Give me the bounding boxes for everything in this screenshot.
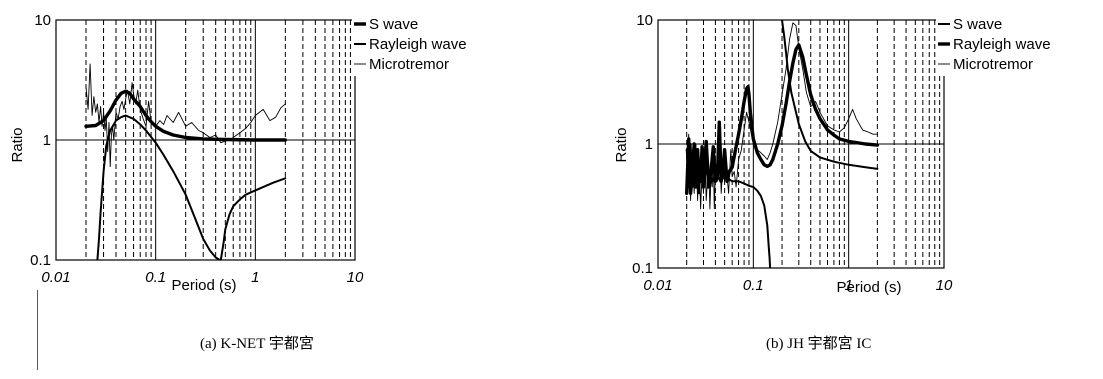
chart-a-x-tick-label: 1 bbox=[251, 269, 259, 286]
chart-b-y-tick-label: 1 bbox=[645, 136, 653, 153]
figure-caption-a: (a) K-NET 宇都宮 bbox=[200, 336, 314, 352]
chart-a-series-s-wave bbox=[84, 89, 287, 142]
chart-b-legend-box bbox=[936, 10, 1086, 76]
chart-b-plot-border bbox=[657, 19, 945, 269]
chart-b-x-tick-label: 0.1 bbox=[743, 277, 764, 294]
chart-a-legend-item: Microtremor bbox=[369, 56, 449, 73]
chart-b-legend-item: Rayleigh wave bbox=[953, 36, 1051, 53]
chart-a-y-tick-label: 10 bbox=[34, 12, 51, 29]
chart-a-x-tick-label: 10 bbox=[347, 269, 364, 286]
chart-b-frame bbox=[657, 19, 945, 269]
margin-line bbox=[37, 290, 38, 370]
chart-a-x-axis-label: Period (s) bbox=[171, 277, 236, 294]
chart-a-legend: S wave Rayleigh wave Microtremor bbox=[352, 10, 502, 76]
chart-b-x-tick-label: 1 bbox=[844, 277, 852, 294]
chart-a-frame bbox=[55, 19, 356, 261]
chart-a-legend-box bbox=[352, 10, 502, 76]
chart-b-y-tick-label: 0.1 bbox=[632, 260, 653, 277]
chart-a-plot-border bbox=[55, 19, 356, 261]
chart-a-y-tick-label: 1 bbox=[43, 132, 51, 149]
figure-caption-b: (b) JH 宇都宮 IC bbox=[766, 336, 872, 352]
chart-b-x-tick-label: 0.01 bbox=[643, 277, 672, 294]
chart-a-y-tick-label: 0.1 bbox=[30, 252, 51, 269]
chart-b-y-axis-label: Ratio bbox=[613, 127, 630, 162]
chart-b-y-tick-label: 10 bbox=[636, 12, 653, 29]
chart-b-series-rayleigh-wave bbox=[685, 43, 880, 195]
chart-a-legend-item: Rayleigh wave bbox=[369, 36, 467, 53]
chart-b-series-lines bbox=[685, 20, 880, 268]
chart-a-series-lines bbox=[84, 63, 287, 260]
chart-a-y-axis-label: Ratio bbox=[9, 127, 26, 162]
chart-b-x-tick-label: 10 bbox=[936, 277, 953, 294]
chart-b-legend-item: S wave bbox=[953, 16, 1002, 33]
chart-a-legend-item: S wave bbox=[369, 16, 418, 33]
chart-b-legend: S wave Rayleigh wave Microtremor bbox=[936, 10, 1086, 76]
chart-a-x-tick-label: 0.1 bbox=[145, 269, 166, 286]
chart-a-series-rayleigh-wave bbox=[96, 114, 287, 260]
chart-b-x-axis-label: Period (s) bbox=[836, 279, 901, 296]
chart-a-x-tick-label: 0.01 bbox=[41, 269, 70, 286]
chart-a-series-microtremor bbox=[85, 63, 286, 168]
chart-b-legend-item: Microtremor bbox=[953, 56, 1033, 73]
chart-b-series-microtremor bbox=[686, 22, 878, 210]
